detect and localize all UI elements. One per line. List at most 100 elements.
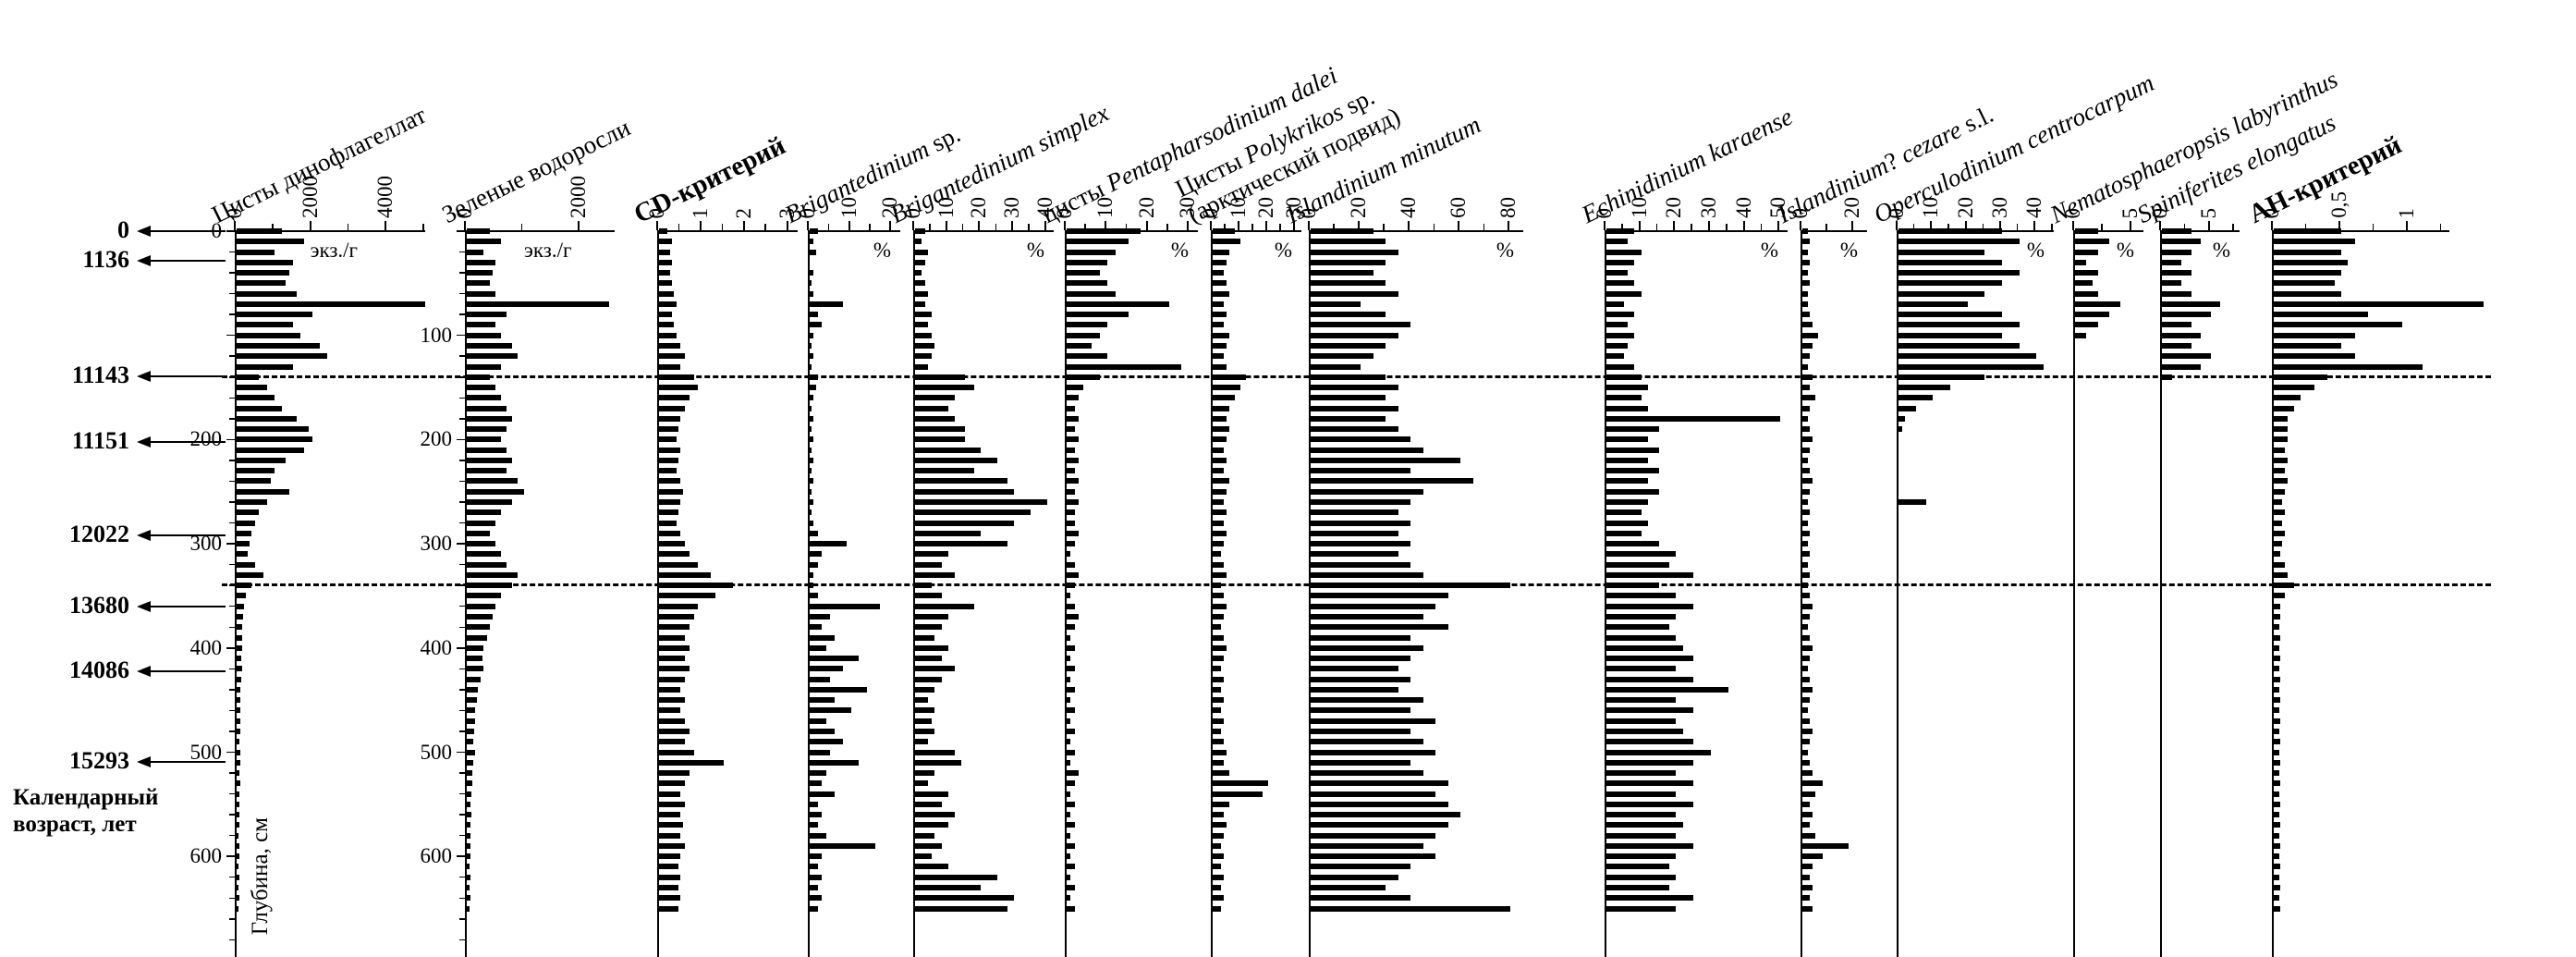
bar: [915, 374, 965, 380]
bar: [915, 812, 955, 818]
x-axis-unit: %: [1760, 239, 1778, 262]
bar: [1802, 561, 1808, 568]
bar: [1213, 322, 1224, 328]
bar: [237, 624, 243, 631]
bar: [915, 707, 935, 714]
bar: [2274, 895, 2279, 902]
bar: [915, 228, 925, 234]
bar: [1311, 686, 1398, 693]
panel-x-axis: [1801, 230, 1867, 232]
x-tick: [385, 221, 387, 230]
age-arrow-head: [137, 600, 151, 612]
bar: [915, 332, 932, 338]
depth-minor-tick: [229, 918, 235, 920]
bar: [1213, 749, 1227, 755]
bar: [1311, 780, 1448, 787]
bar: [1311, 280, 1386, 287]
bar: [2274, 656, 2281, 662]
bar: [1606, 864, 1669, 870]
bar: [1802, 780, 1824, 787]
x-tick: [1673, 221, 1676, 230]
bar: [1606, 634, 1677, 641]
depth-label: 400: [420, 635, 453, 659]
x-minor-tick: [1333, 224, 1335, 230]
bar: [467, 686, 479, 693]
bar: [810, 530, 818, 536]
bar: [1802, 571, 1811, 578]
depth-minor-tick: [459, 689, 465, 691]
panel-y-axis: [1897, 231, 1898, 957]
bar: [467, 301, 609, 307]
bar: [1067, 312, 1129, 318]
bar: [1802, 770, 1813, 777]
bar: [1802, 312, 1811, 318]
bar: [1311, 259, 1386, 265]
bar: [1213, 259, 1227, 265]
bar: [467, 707, 476, 714]
bar: [237, 468, 275, 474]
bar: [2274, 644, 2279, 651]
bar: [810, 832, 826, 839]
bar: [2274, 686, 2279, 693]
depth-label: 600: [189, 844, 223, 868]
bar: [2274, 415, 2288, 422]
bar: [467, 666, 484, 672]
bar: [237, 457, 287, 463]
bar: [1606, 270, 1628, 276]
bar: [237, 812, 240, 818]
x-tick: [1044, 221, 1046, 230]
bar: [810, 905, 818, 912]
panel-x-axis: [465, 230, 615, 232]
bar: [810, 666, 843, 672]
bar: [1802, 342, 1813, 349]
bar: [915, 832, 935, 839]
panel-title-echinidinium-karaense: Echinidinium karaense: [1577, 102, 1797, 229]
x-tick: [1930, 221, 1933, 230]
bar: [2274, 718, 2281, 724]
x-tick: [1708, 221, 1711, 230]
bar: [1606, 644, 1683, 651]
bar: [467, 812, 471, 818]
x-tick: [2033, 221, 2036, 230]
bar: [810, 780, 823, 787]
bar: [1606, 561, 1669, 568]
x-tick-label: 0,5: [2327, 191, 2351, 218]
depth-minor-tick: [459, 709, 465, 712]
bar: [659, 457, 679, 463]
bar: [1606, 520, 1649, 526]
bar: [1606, 874, 1677, 880]
age-arrow-line: [150, 605, 226, 607]
depth-minor-tick: [229, 772, 235, 774]
bar: [1311, 624, 1448, 631]
depth-minor-tick: [459, 772, 465, 774]
bar: [237, 301, 425, 307]
bar: [1311, 707, 1411, 714]
bar: [1898, 270, 2020, 276]
bar: [1606, 603, 1694, 609]
bar: [1802, 290, 1808, 297]
bar: [1606, 718, 1677, 724]
bar: [659, 468, 677, 474]
bar: [810, 228, 818, 234]
bar: [1606, 395, 1642, 401]
bar: [237, 342, 320, 349]
bar: [1213, 228, 1235, 234]
age-label: 14086: [69, 656, 129, 683]
bar: [467, 832, 470, 839]
bar: [2274, 270, 2342, 276]
bar: [1213, 301, 1224, 307]
bar: [2075, 290, 2098, 297]
x-tick: [1145, 221, 1148, 230]
bar: [1606, 791, 1677, 797]
bar: [1898, 499, 1926, 506]
x-minor-tick: [1125, 224, 1128, 230]
bar: [237, 571, 263, 578]
bar: [1802, 468, 1811, 474]
panel-x-axis: [913, 230, 1054, 232]
bar: [1067, 832, 1071, 839]
bar: [810, 249, 816, 255]
depth-minor-tick: [229, 939, 235, 941]
bar: [659, 885, 679, 890]
depth-label: 300: [189, 532, 223, 556]
x-tick-label: 60: [1447, 197, 1471, 218]
